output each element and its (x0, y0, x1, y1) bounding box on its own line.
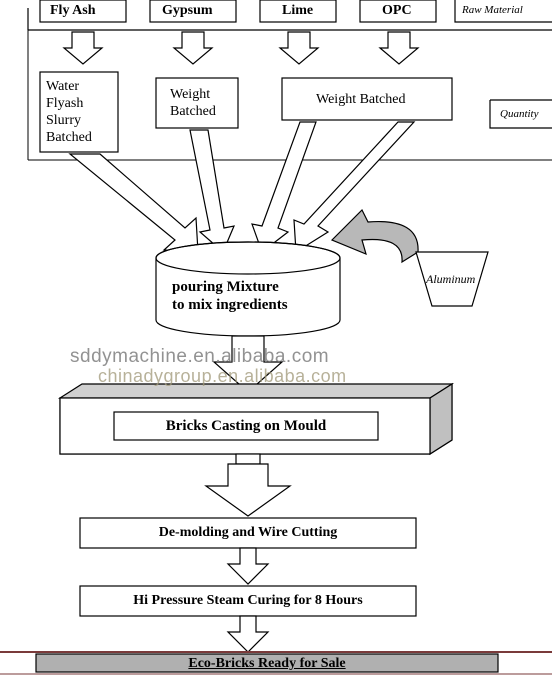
arrow-aluminum (332, 210, 418, 262)
batch3-text: Weight Batched (316, 92, 405, 108)
arrow-cure-to-final (228, 616, 268, 652)
arrow-casting-to-demold (206, 454, 290, 516)
arrows-raw-to-batch (64, 32, 418, 64)
final-text: Eco-Bricks Ready for Sale (36, 656, 498, 672)
raw-gypsum: Gypsum (162, 3, 213, 19)
raw-flyash: Fly Ash (50, 3, 96, 19)
batch1-text: Water Flyash Slurry Batched (46, 78, 92, 146)
batch2-text: Weight Batched (170, 86, 216, 120)
arrow-demold-to-cure (228, 548, 268, 584)
watermark-2: chinadygroup.en.alibaba.com (98, 366, 347, 387)
mixer-text: pouring Mixture to mix ingredients (172, 278, 288, 314)
raw-lime: Lime (282, 3, 313, 19)
raw-material-label: Raw Material (462, 4, 523, 16)
quantity-label: Quantity (500, 108, 539, 120)
step-cure: Hi Pressure Steam Curing for 8 Hours (80, 593, 416, 609)
step-demold: De-molding and Wire Cutting (80, 525, 416, 541)
aluminum-label: Aluminum (426, 272, 475, 287)
watermark-1: sddymachine.en.alibaba.com (70, 346, 329, 368)
raw-opc: OPC (382, 3, 412, 19)
step-casting: Bricks Casting on Mould (114, 418, 378, 435)
